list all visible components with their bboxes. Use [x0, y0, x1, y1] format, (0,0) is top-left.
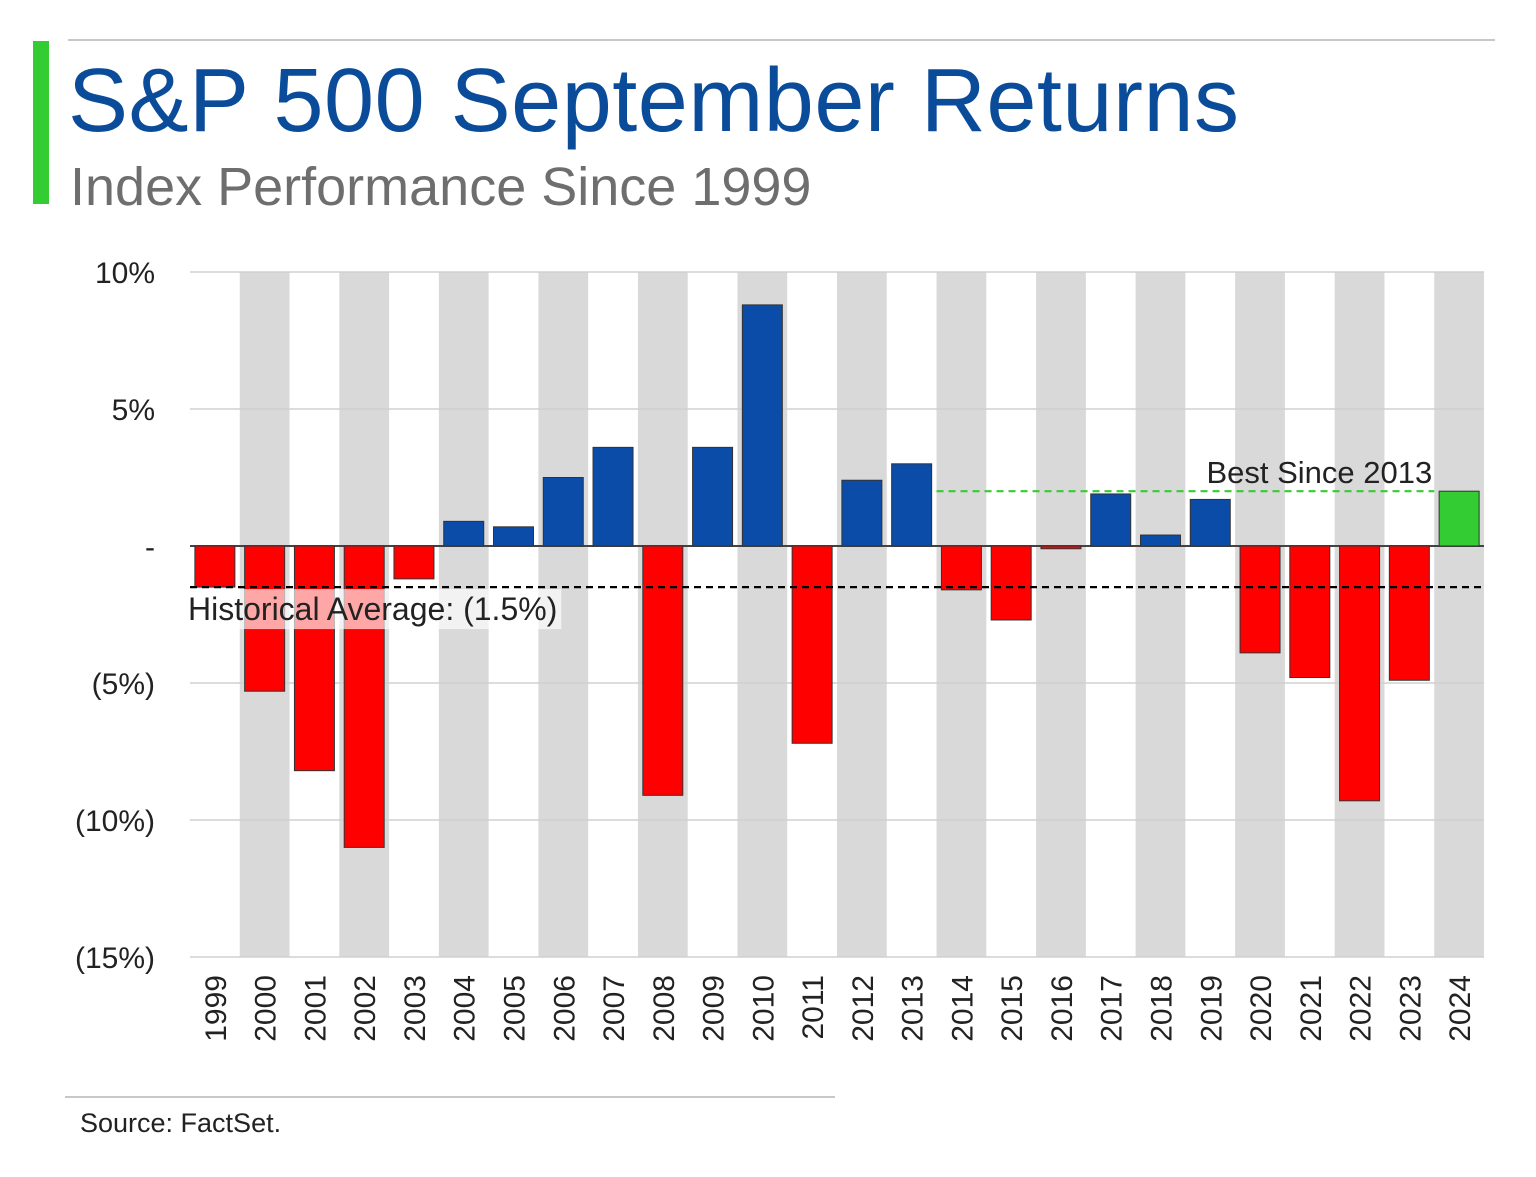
bar-2001: [293, 545, 335, 772]
bar-2023: [1388, 545, 1430, 681]
best-since-label: Best Since 2013: [1206, 455, 1432, 490]
y-tick-label: (10%): [75, 805, 155, 838]
top-rule: [68, 39, 1495, 41]
title-accent-bar: [33, 41, 49, 204]
x-tick-label: 2015: [996, 975, 1029, 1042]
y-tick-label: 10%: [95, 257, 155, 290]
y-tick-label: 5%: [112, 394, 155, 427]
historical-average-label-bg: [186, 589, 562, 630]
bar-2016: [1040, 545, 1082, 550]
x-tick-label: 1999: [200, 975, 233, 1042]
x-tick-label: 2024: [1444, 975, 1477, 1042]
bar-2024: [1438, 490, 1480, 547]
bar-2004: [443, 520, 485, 547]
bar-2013: [891, 463, 933, 547]
x-tick-label: 2001: [299, 975, 332, 1042]
bar-2019: [1189, 498, 1231, 547]
bar-2006: [542, 477, 584, 547]
bar-2007: [592, 446, 634, 547]
bar-2014: [940, 545, 982, 591]
bar-2003: [393, 545, 435, 580]
x-tick-label: 2022: [1345, 975, 1378, 1042]
x-tick-label: 2004: [449, 975, 482, 1042]
x-tick-label: 2014: [946, 975, 979, 1042]
x-tick-label: 2018: [1146, 975, 1179, 1042]
x-tick-label: 2011: [797, 975, 830, 1040]
x-tick-label: 2009: [698, 975, 731, 1042]
bar-2020: [1239, 545, 1281, 654]
background-band: [1135, 272, 1186, 957]
bar-2018: [1140, 534, 1181, 547]
bar-2021: [1289, 545, 1331, 679]
bar-2012: [841, 479, 883, 547]
bar-2017: [1090, 493, 1132, 547]
x-tick-label: 2021: [1295, 975, 1328, 1042]
x-tick-label: 2016: [1046, 975, 1079, 1042]
x-tick-label: 2003: [399, 975, 432, 1042]
background-band: [837, 272, 887, 957]
x-tick-label: 2020: [1245, 975, 1278, 1042]
bar-2015: [990, 545, 1032, 621]
bar-1999: [194, 545, 236, 588]
historical-average-label: Historical Average: (1.5%): [188, 591, 557, 627]
source-rule: [65, 1096, 835, 1098]
source-note: Source: FactSet.: [80, 1108, 282, 1138]
y-tick-label: (5%): [92, 668, 155, 701]
x-tick-label: 2019: [1195, 975, 1228, 1042]
x-tick-label: 2017: [1096, 975, 1129, 1042]
background-band: [1036, 272, 1086, 957]
bar-2022: [1339, 545, 1381, 802]
x-tick-label: 2000: [250, 975, 283, 1042]
x-tick-label: 2007: [598, 975, 631, 1042]
y-tick-label: (15%): [75, 942, 155, 975]
page-subtitle: Index Performance Since 1999: [70, 157, 812, 217]
bar-2011: [791, 545, 833, 744]
x-tick-label: 2012: [847, 975, 880, 1042]
bar-2010: [741, 304, 783, 547]
x-tick-label: 2023: [1394, 975, 1427, 1042]
page-title: S&P 500 September Returns: [68, 51, 1240, 151]
x-tick-label: 2010: [747, 975, 780, 1042]
bar-2005: [493, 526, 534, 547]
x-tick-label: 2002: [349, 975, 382, 1042]
background-band: [1434, 272, 1484, 957]
x-tick-label: 2005: [499, 975, 532, 1042]
x-tick-label: 2006: [548, 975, 581, 1042]
bar-2008: [642, 545, 684, 796]
x-tick-label: 2008: [648, 975, 681, 1042]
y-tick-label: -: [145, 531, 155, 564]
background-band: [936, 272, 987, 957]
x-tick-label: 2013: [897, 975, 930, 1042]
bar-2009: [692, 446, 734, 547]
